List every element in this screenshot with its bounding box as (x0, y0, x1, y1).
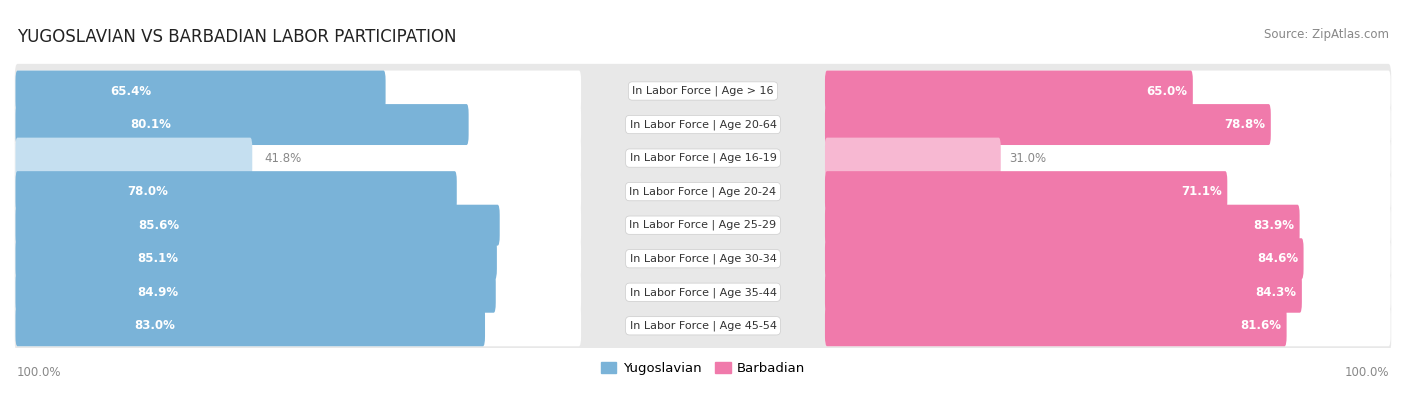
FancyBboxPatch shape (825, 238, 1391, 279)
Text: YUGOSLAVIAN VS BARBADIAN LABOR PARTICIPATION: YUGOSLAVIAN VS BARBADIAN LABOR PARTICIPA… (17, 28, 457, 46)
FancyBboxPatch shape (15, 238, 496, 279)
FancyBboxPatch shape (825, 71, 1391, 111)
FancyBboxPatch shape (15, 238, 581, 279)
FancyBboxPatch shape (825, 305, 1286, 346)
Text: 78.8%: 78.8% (1225, 118, 1265, 131)
Text: 100.0%: 100.0% (1344, 366, 1389, 379)
FancyBboxPatch shape (825, 71, 1192, 111)
FancyBboxPatch shape (825, 272, 1391, 313)
Text: 41.8%: 41.8% (264, 152, 301, 165)
Text: 65.0%: 65.0% (1146, 85, 1187, 98)
FancyBboxPatch shape (15, 104, 581, 145)
Text: In Labor Force | Age 30-34: In Labor Force | Age 30-34 (630, 254, 776, 264)
FancyBboxPatch shape (15, 71, 581, 111)
Text: 84.6%: 84.6% (1257, 252, 1298, 265)
FancyBboxPatch shape (15, 272, 496, 313)
FancyBboxPatch shape (825, 171, 1227, 212)
FancyBboxPatch shape (14, 265, 1392, 320)
FancyBboxPatch shape (825, 238, 1303, 279)
FancyBboxPatch shape (14, 64, 1392, 118)
FancyBboxPatch shape (825, 104, 1391, 145)
FancyBboxPatch shape (15, 171, 457, 212)
FancyBboxPatch shape (825, 104, 1271, 145)
FancyBboxPatch shape (14, 198, 1392, 252)
Text: 84.3%: 84.3% (1256, 286, 1296, 299)
Text: 100.0%: 100.0% (17, 366, 62, 379)
Legend: Yugoslavian, Barbadian: Yugoslavian, Barbadian (595, 356, 811, 380)
FancyBboxPatch shape (15, 104, 468, 145)
FancyBboxPatch shape (825, 137, 1001, 179)
FancyBboxPatch shape (14, 299, 1392, 353)
Text: 80.1%: 80.1% (131, 118, 172, 131)
Text: 71.1%: 71.1% (1181, 185, 1222, 198)
FancyBboxPatch shape (14, 98, 1392, 152)
FancyBboxPatch shape (15, 205, 581, 246)
Text: 85.6%: 85.6% (138, 219, 180, 232)
Text: 83.0%: 83.0% (135, 319, 176, 332)
FancyBboxPatch shape (15, 272, 581, 313)
Text: 84.9%: 84.9% (138, 286, 179, 299)
FancyBboxPatch shape (825, 137, 1391, 179)
Text: 81.6%: 81.6% (1240, 319, 1281, 332)
FancyBboxPatch shape (825, 205, 1391, 246)
Text: 85.1%: 85.1% (138, 252, 179, 265)
FancyBboxPatch shape (15, 137, 252, 179)
Text: In Labor Force | Age 20-64: In Labor Force | Age 20-64 (630, 119, 776, 130)
FancyBboxPatch shape (15, 137, 581, 179)
FancyBboxPatch shape (14, 164, 1392, 219)
FancyBboxPatch shape (825, 272, 1302, 313)
Text: Source: ZipAtlas.com: Source: ZipAtlas.com (1264, 28, 1389, 41)
FancyBboxPatch shape (14, 231, 1392, 286)
Text: 31.0%: 31.0% (1010, 152, 1046, 165)
Text: In Labor Force | Age 45-54: In Labor Force | Age 45-54 (630, 321, 776, 331)
FancyBboxPatch shape (15, 71, 385, 111)
Text: 65.4%: 65.4% (110, 85, 150, 98)
Text: In Labor Force | Age 16-19: In Labor Force | Age 16-19 (630, 153, 776, 164)
FancyBboxPatch shape (15, 205, 499, 246)
FancyBboxPatch shape (825, 171, 1391, 212)
FancyBboxPatch shape (825, 205, 1299, 246)
Text: In Labor Force | Age 35-44: In Labor Force | Age 35-44 (630, 287, 776, 297)
Text: In Labor Force | Age 20-24: In Labor Force | Age 20-24 (630, 186, 776, 197)
FancyBboxPatch shape (15, 305, 581, 346)
FancyBboxPatch shape (825, 305, 1391, 346)
FancyBboxPatch shape (15, 305, 485, 346)
Text: In Labor Force | Age 25-29: In Labor Force | Age 25-29 (630, 220, 776, 230)
Text: 78.0%: 78.0% (128, 185, 169, 198)
Text: In Labor Force | Age > 16: In Labor Force | Age > 16 (633, 86, 773, 96)
FancyBboxPatch shape (14, 131, 1392, 185)
FancyBboxPatch shape (15, 171, 581, 212)
Text: 83.9%: 83.9% (1253, 219, 1294, 232)
